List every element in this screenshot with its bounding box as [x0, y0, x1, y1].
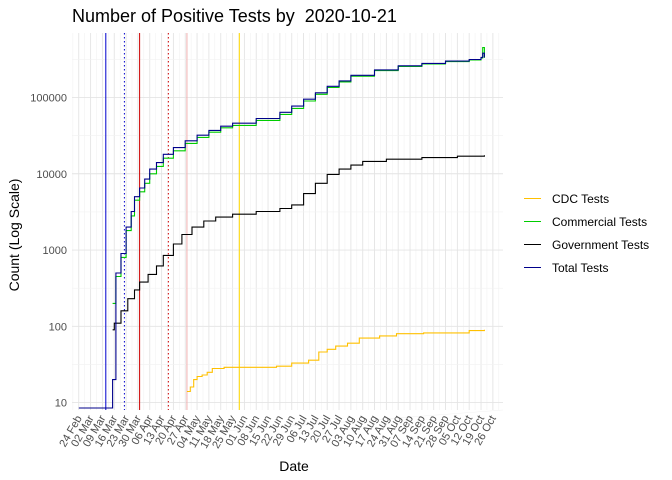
series-lines — [78, 47, 485, 409]
legend-label-government: Government Tests — [552, 237, 650, 252]
series-line-government-tests — [112, 155, 485, 331]
y-axis-label-wrap: Count (Log Scale) — [4, 179, 24, 292]
series-line-cdc-tests — [186, 329, 485, 393]
series-line-total-tests — [78, 52, 485, 409]
grid — [71, 33, 504, 443]
legend-item-commercial: Commercial Tests — [524, 210, 649, 233]
legend-label-cdc: CDC Tests — [552, 191, 610, 206]
legend-key-government — [524, 244, 541, 245]
y-tick-label: 1000 — [43, 245, 67, 257]
legend-label-total: Total Tests — [552, 260, 609, 275]
legend: CDC Tests Commercial Tests Government Te… — [524, 187, 649, 279]
y-tick-label: 100 — [49, 321, 67, 333]
y-tick-label: 10 — [55, 398, 67, 410]
y-axis-label: Count (Log Scale) — [6, 178, 22, 292]
x-axis-label: Date — [279, 458, 309, 474]
grid-line-minor-y — [71, 409, 504, 443]
legend-item-cdc: CDC Tests — [524, 187, 649, 210]
y-axis-ticks: 10 100 1000 10000 100000 — [30, 92, 67, 409]
y-tick-label: 10000 — [36, 169, 67, 181]
y-tick-label: 100000 — [30, 92, 67, 104]
legend-item-total: Total Tests — [524, 256, 649, 279]
legend-item-government: Government Tests — [524, 233, 649, 256]
reference-lines — [105, 33, 240, 410]
legend-key-cdc — [524, 198, 541, 199]
legend-label-commercial: Commercial Tests — [552, 214, 648, 229]
chart-title: Number of Positive Tests by 2020-10-21 — [72, 6, 397, 26]
legend-key-total — [524, 267, 541, 268]
legend-key-commercial — [524, 221, 541, 222]
